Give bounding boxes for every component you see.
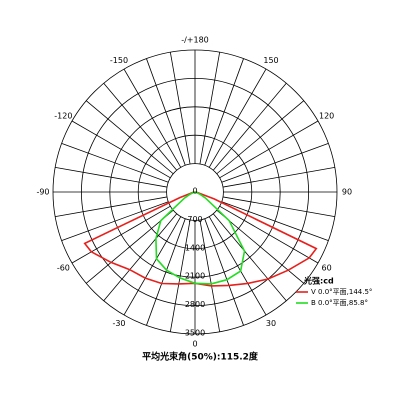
angle-tick-label: -/+180 xyxy=(181,36,209,45)
legend-label: V 0.0°平面,144.5° xyxy=(311,288,372,296)
r-tick-label: 3500 xyxy=(185,329,205,338)
angle-tick-label: -60 xyxy=(57,264,70,273)
ring xyxy=(137,134,253,250)
ring xyxy=(81,78,309,306)
angle-tick-label: 120 xyxy=(319,112,334,121)
r-tick-label: 0 xyxy=(192,187,197,196)
r-tick-label: 700 xyxy=(187,215,202,224)
r-tick-label: 2800 xyxy=(185,300,205,309)
angle-tick-label: -120 xyxy=(54,112,72,121)
legend-label: B 0.0°平面,85.8° xyxy=(311,299,368,307)
ring xyxy=(52,49,338,335)
ring xyxy=(109,106,281,278)
angle-tick-label: -150 xyxy=(110,56,128,65)
caption: 平均光束角(50%):115.2度 xyxy=(142,351,259,363)
angle-tick-label: -30 xyxy=(112,319,125,328)
angle-tick-label: 0 xyxy=(192,340,197,349)
angle-tick-label: 30 xyxy=(266,319,276,328)
angle-tick-label: 60 xyxy=(322,264,332,273)
angle-tick-label: -90 xyxy=(36,188,49,197)
r-tick-label: 1400 xyxy=(185,243,205,252)
angle-tick-label: 90 xyxy=(342,188,352,197)
ring xyxy=(166,163,224,221)
series-line xyxy=(155,191,246,285)
angle-tick-label: 150 xyxy=(263,56,278,65)
r-tick-label: 2100 xyxy=(185,272,205,281)
legend-title: 光强:cd xyxy=(303,276,334,286)
